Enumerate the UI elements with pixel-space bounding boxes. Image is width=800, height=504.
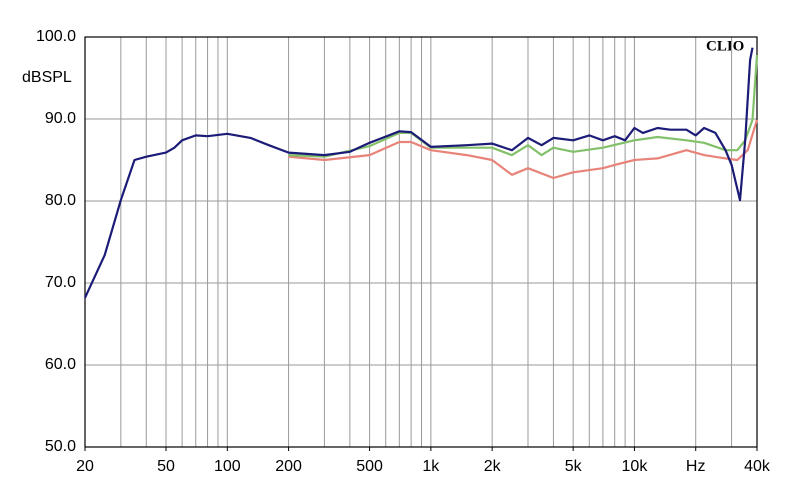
y-tick-label: 100.0 <box>36 28 76 45</box>
series-line <box>288 119 759 180</box>
x-tick-label: 500 <box>356 458 383 475</box>
x-tick-label: 50 <box>157 458 175 475</box>
x-tick-label: 100 <box>214 458 241 475</box>
x-tick-label: Hz <box>686 458 706 475</box>
x-tick-label: 10k <box>622 458 649 475</box>
plot-frame <box>84 36 758 448</box>
x-tick-label: 20 <box>76 458 94 475</box>
x-tick-label: 200 <box>275 458 302 475</box>
x-tick-label: 40k <box>744 458 771 475</box>
x-tick-label: 2k <box>484 458 502 475</box>
series-line <box>84 47 754 299</box>
y-tick-label: 70.0 <box>45 274 76 291</box>
y-tick-label: 50.0 <box>45 438 76 455</box>
x-tick-label: 1k <box>422 458 440 475</box>
y-tick-label: 80.0 <box>45 192 76 209</box>
y-tick-label: 60.0 <box>45 356 76 373</box>
x-tick-label: 5k <box>565 458 583 475</box>
y-tick-label: 90.0 <box>45 110 76 127</box>
annotation: CLIO <box>706 38 744 54</box>
y-axis-label: dBSPL <box>22 69 72 86</box>
